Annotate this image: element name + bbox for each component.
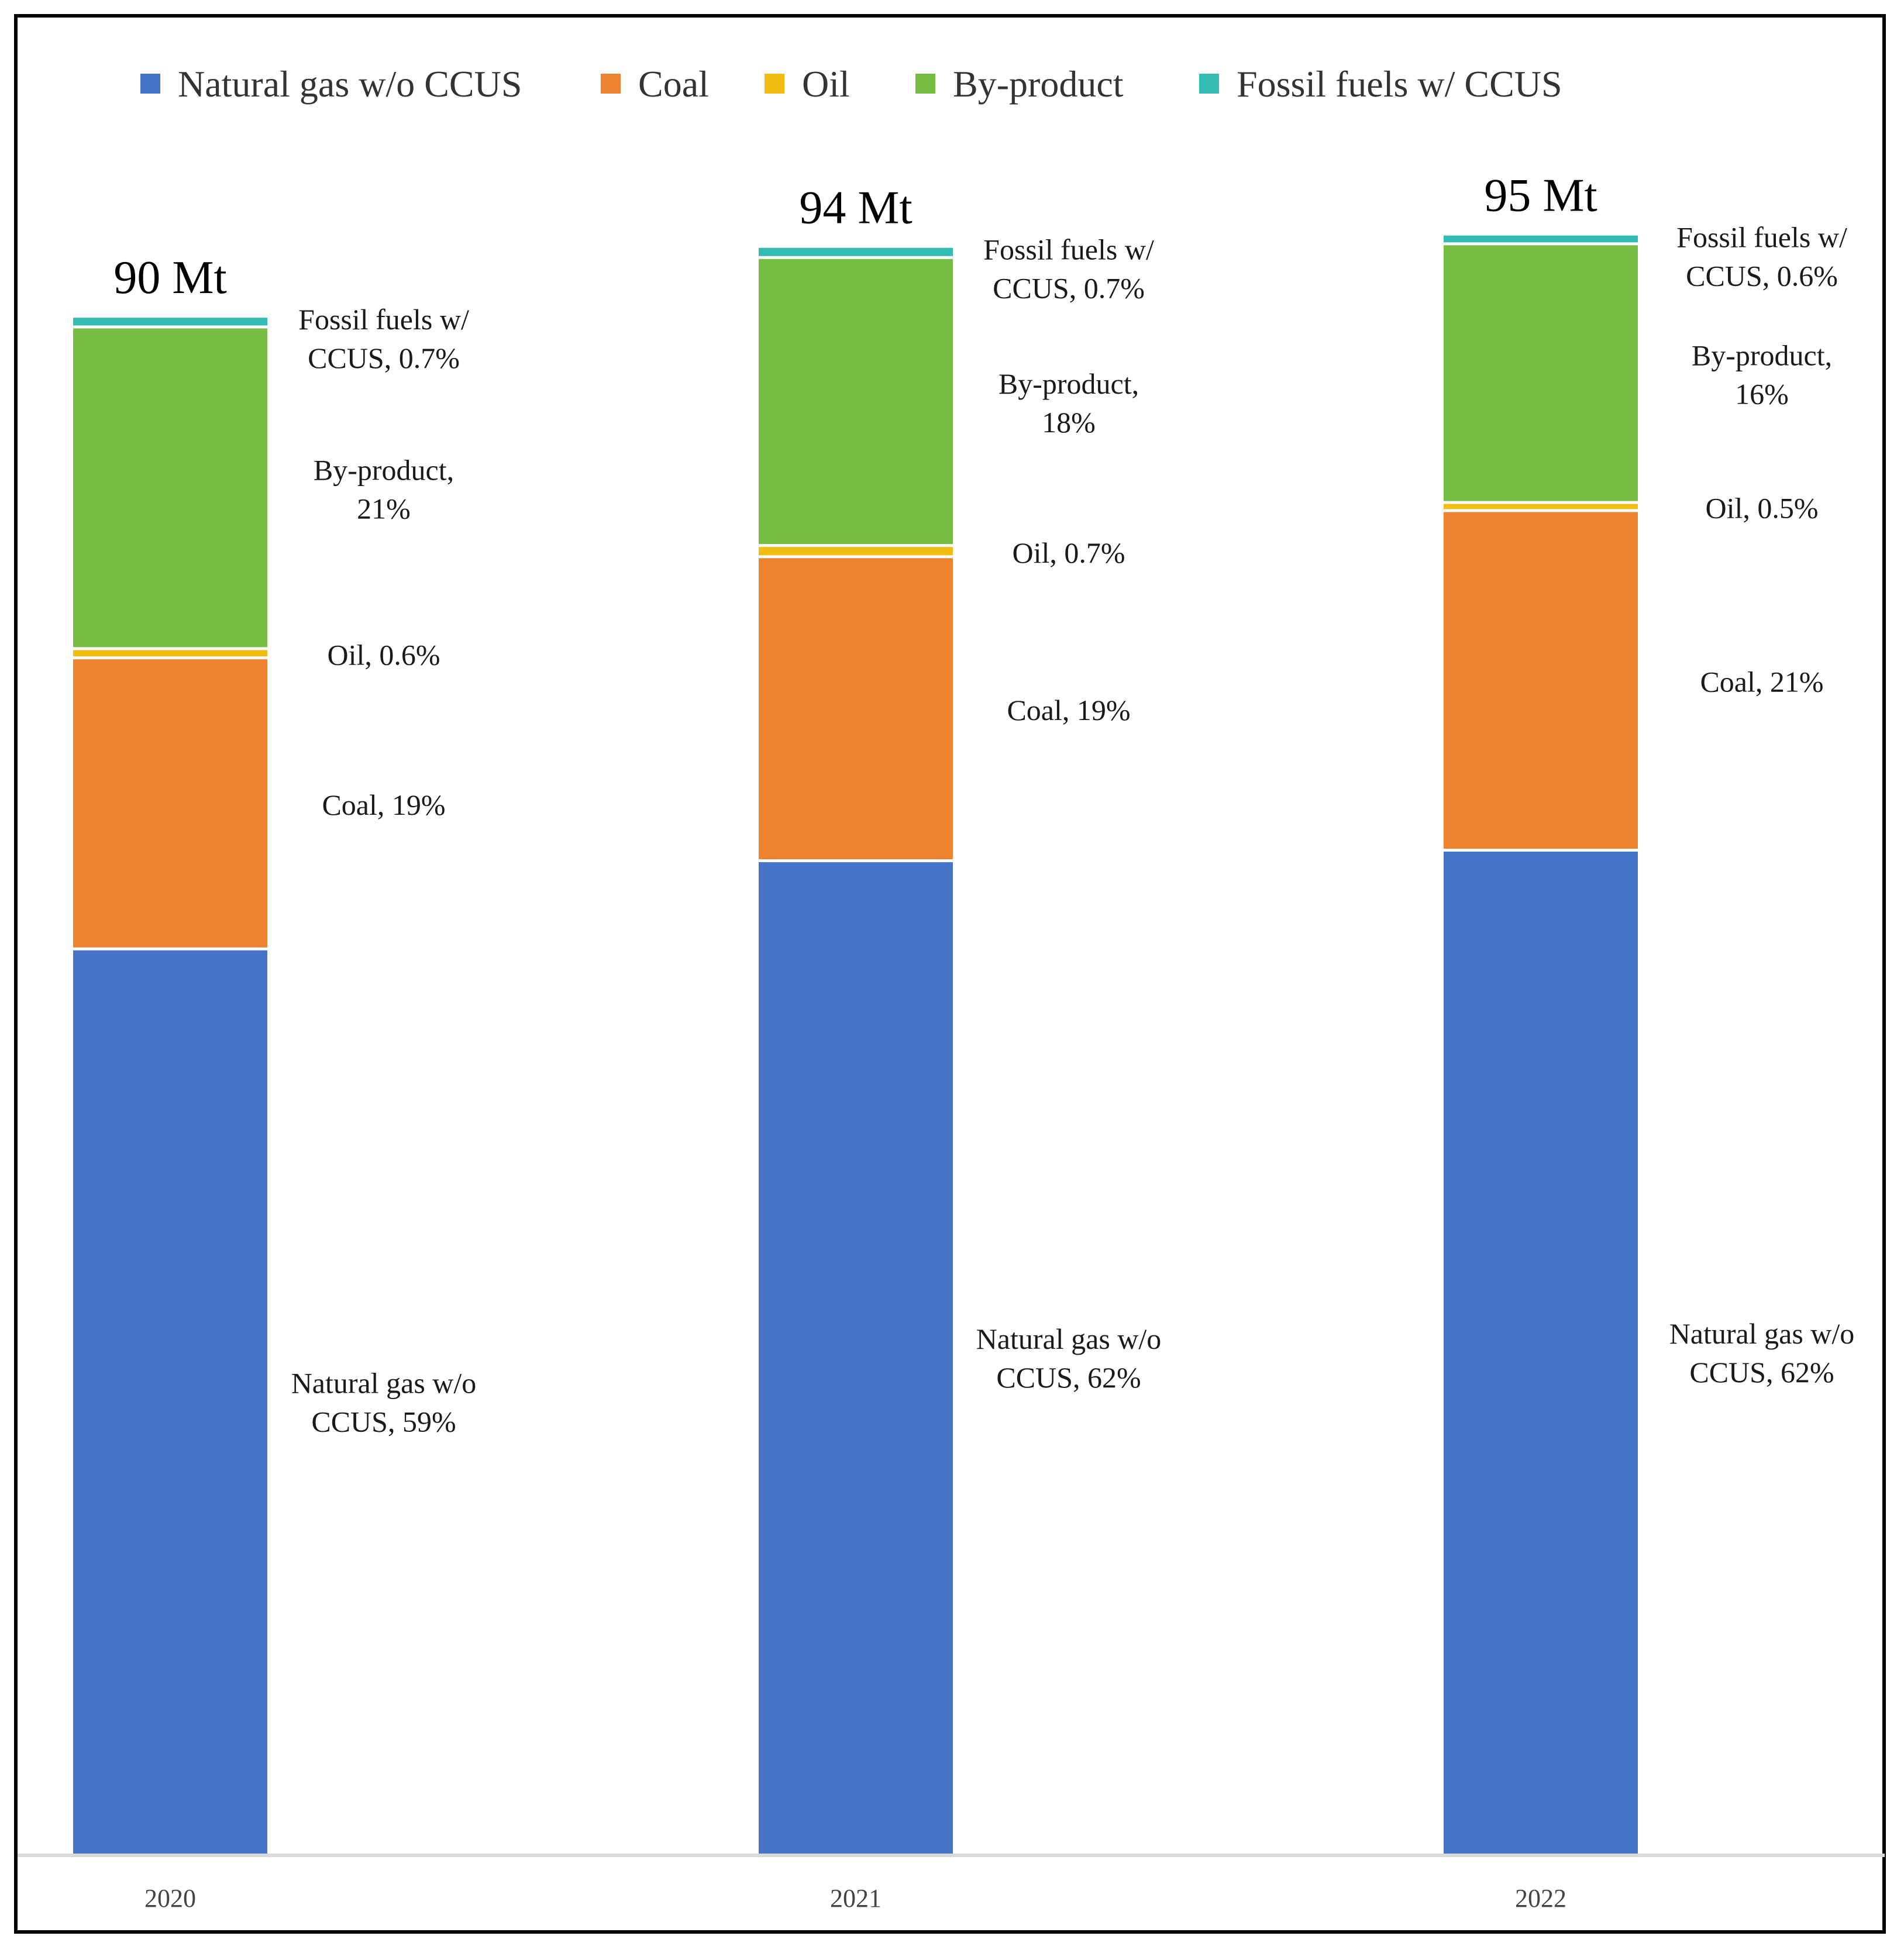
x-tick-label-2022: 2022: [1515, 1884, 1566, 1913]
x-tick-label-2021: 2021: [830, 1884, 882, 1913]
bar-segment-2020-by-product: [73, 328, 267, 647]
data-label-2022-by-product: By-product, 16%: [1692, 339, 1832, 410]
bar-segment-2021-fossil-fuels-w-ccus: [759, 247, 953, 256]
legend: Natural gas w/o CCUS Coal Oil By-product Fos…: [140, 63, 1562, 105]
data-label-2020-coal: Coal, 19%: [322, 788, 445, 821]
data-label-2022-fossil-fuels-w-ccus: Fossil fuels w/CCUS, 0.6%: [1676, 221, 1847, 292]
bar-segment-2022-coal: [1444, 512, 1638, 849]
legend-swatch-coal: [601, 74, 621, 94]
total-label-2021: 94 Mt: [799, 182, 912, 234]
data-label-2021-by-product: By-product, 18%: [999, 367, 1139, 439]
bar-segment-2022-natural-gas-w-o-ccus: [1444, 852, 1638, 1854]
data-label-2020-oil: Oil, 0.6%: [327, 638, 440, 671]
bar-segment-2020-coal: [73, 659, 267, 948]
legend-label-natural-gas-w-o-ccus: Natural gas w/o CCUS: [178, 63, 522, 105]
legend-label-by-product: By-product: [953, 63, 1124, 105]
bar-segment-2021-oil: [759, 547, 953, 556]
legend-swatch-fossil-fuels-w-ccus: [1199, 74, 1219, 94]
legend-swatch-oil: [765, 74, 784, 94]
data-label-2020-fossil-fuels-w-ccus: Fossil fuels w/CCUS, 0.7%: [298, 303, 469, 374]
data-label-2021-coal: Coal, 19%: [1007, 694, 1130, 726]
x-axis: 2020 2021 2022: [18, 1854, 1885, 1913]
legend-label-oil: Oil: [802, 63, 850, 105]
bar-group-2021: Natural gas w/o CCUS, 62% Coal, 19% Oil, 0.…: [759, 182, 1161, 1854]
data-label-2020-by-product: By-product, 21%: [314, 453, 454, 525]
legend-swatch-by-product: [915, 74, 935, 94]
bar-segment-2020-natural-gas-w-o-ccus: [73, 950, 267, 1854]
legend-swatch-natural-gas-w-o-ccus: [140, 74, 160, 94]
bar-segment-2022-by-product: [1444, 245, 1638, 501]
bar-segment-2021-by-product: [759, 259, 953, 545]
data-label-2022-oil: Oil, 0.5%: [1705, 492, 1818, 525]
data-label-2022-coal: Coal, 21%: [1700, 666, 1823, 698]
bar-segment-2022-fossil-fuels-w-ccus: [1444, 235, 1638, 243]
data-label-2020-natural-gas-w-o-ccus: Natural gas w/o CCUS, 59%: [291, 1366, 477, 1438]
bars: Natural gas w/o CCUS, 59% Coal, 19% Oil, 0.…: [73, 170, 1854, 1854]
bar-segment-2020-oil: [73, 650, 267, 657]
total-label-2020: 90 Mt: [113, 252, 226, 304]
bar-group-2020: Natural gas w/o CCUS, 59% Coal, 19% Oil, 0.…: [73, 252, 476, 1854]
total-label-2022: 95 Mt: [1484, 170, 1597, 222]
bar-group-2022: Natural gas w/o CCUS, 62% Coal, 21% Oil, 0.…: [1444, 170, 1854, 1854]
bar-segment-2020-fossil-fuels-w-ccus: [73, 318, 267, 326]
data-label-2022-natural-gas-w-o-ccus: Natural gas w/o CCUS, 62%: [1669, 1317, 1855, 1389]
data-label-2021-oil: Oil, 0.7%: [1012, 536, 1125, 569]
bar-segment-2021-coal: [759, 558, 953, 860]
legend-label-coal: Coal: [638, 63, 709, 105]
legend-label-fossil-fuels-w-ccus: Fossil fuels w/ CCUS: [1237, 63, 1562, 105]
x-tick-label-2020: 2020: [144, 1884, 196, 1913]
bar-segment-2022-oil: [1444, 504, 1638, 509]
bar-segment-2021-natural-gas-w-o-ccus: [759, 862, 953, 1854]
data-label-2021-fossil-fuels-w-ccus: Fossil fuels w/CCUS, 0.7%: [983, 233, 1154, 305]
data-label-2021-natural-gas-w-o-ccus: Natural gas w/o CCUS, 62%: [976, 1322, 1162, 1394]
